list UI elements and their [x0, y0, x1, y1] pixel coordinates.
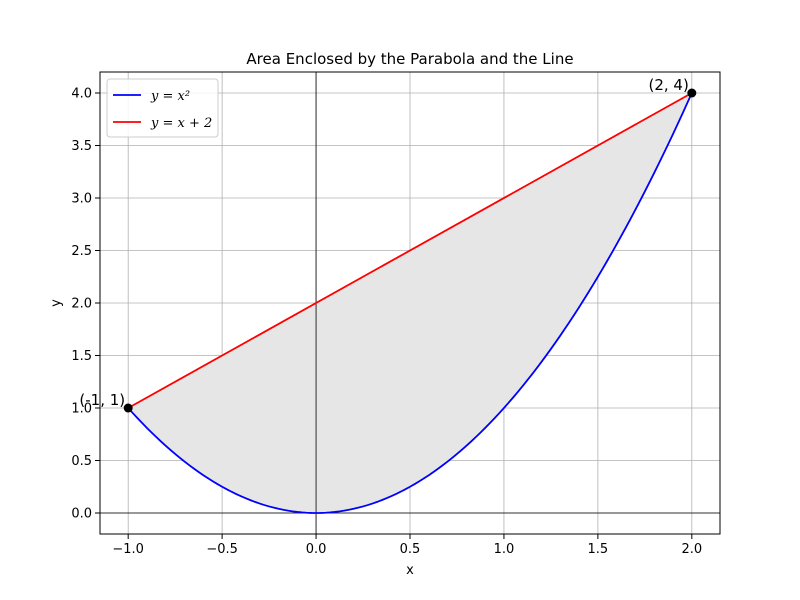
intersection-label: (-1, 1)	[79, 391, 125, 409]
intersection-point	[687, 88, 697, 98]
x-tick-label: 2.0	[681, 542, 702, 557]
series-line-straight	[127, 92, 693, 409]
legend-label: y = x²	[150, 89, 190, 104]
y-tick-label: 4.0	[71, 87, 92, 102]
x-tick-label: 1.5	[588, 542, 609, 557]
x-axis-label: x	[406, 563, 414, 578]
x-tick-label: 0.0	[306, 542, 327, 557]
y-tick-label: 2.5	[71, 244, 92, 259]
y-tick-label: 0.0	[71, 507, 92, 522]
legend: y = x² y = x + 2	[106, 78, 219, 138]
chart-title: Area Enclosed by the Parabola and the Li…	[246, 50, 573, 68]
y-tick-label: 0.5	[71, 454, 92, 469]
y-tick-label: 3.0	[71, 192, 92, 207]
y-tick-label: 1.5	[71, 349, 92, 364]
plot-area: (-1, 1) (2, 4) −1.0 −0.5 0.0 0.5 1.0 1.5 2.0 0.0 0…	[71, 71, 721, 557]
y-tick-label: 1.0	[71, 402, 92, 417]
y-tick-label: 3.5	[71, 139, 92, 154]
legend-label: y = x + 2	[150, 116, 212, 131]
intersection-label: (2, 4)	[648, 76, 688, 94]
x-tick-label: 1.0	[494, 542, 515, 557]
shaded-area	[128, 93, 692, 513]
y-tick-label: 2.0	[71, 297, 92, 312]
x-tick-label: −0.5	[206, 542, 238, 557]
x-tick-label: −1.0	[112, 542, 144, 557]
y-axis-label: y	[49, 299, 64, 307]
intersection-point	[123, 403, 133, 413]
series-line-parabola	[127, 92, 693, 514]
x-tick-label: 0.5	[400, 542, 421, 557]
